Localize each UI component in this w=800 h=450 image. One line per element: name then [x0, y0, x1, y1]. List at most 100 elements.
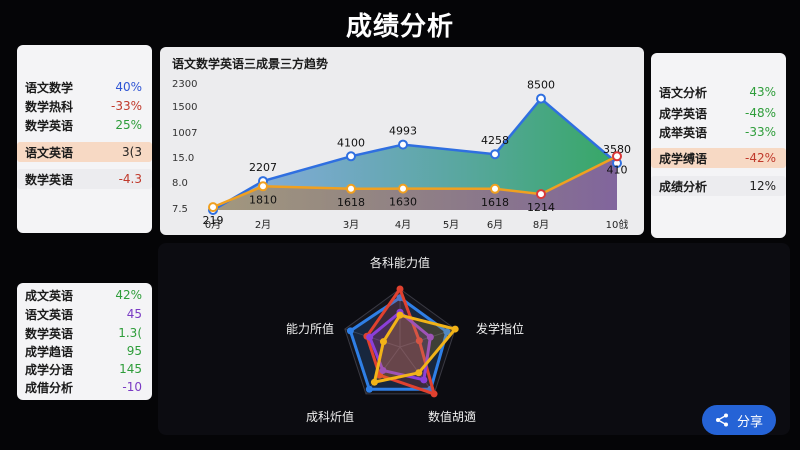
stat-value: 12%: [749, 179, 776, 193]
data-point: [346, 151, 356, 162]
trend-chart-panel: 语文数学英语三成景三方趋势 2300 1500 1007 15.0 8.0 7.5 0月 2月…: [160, 47, 644, 235]
data-label: 1618: [337, 196, 365, 209]
stat-row: 成借分析 -10: [17, 377, 152, 397]
stat-value: 95: [126, 344, 142, 358]
data-label: 410: [607, 163, 628, 176]
radar-panel: 各科能力值 发学指位 数值胡適 成科炘值 能力所值: [158, 243, 790, 435]
data-label: 2207: [249, 161, 277, 174]
stat-row: 语文英语 3(3: [17, 142, 152, 162]
stat-label: 语文英语: [25, 145, 74, 160]
stat-label: 成学分语: [25, 362, 74, 377]
data-point: [398, 183, 408, 194]
x-tick-label: 8月: [533, 219, 549, 231]
radar-axis-label: 各科能力值: [370, 255, 430, 270]
stat-row: 成学缚语 -42%: [651, 148, 786, 168]
bottom-stats-panel: 成文英语 42% 语文英语 45 数学英语 1.3(成学趋语 95 成学分语 145 成借分析 -1…: [17, 283, 152, 400]
series-area: [213, 98, 617, 210]
stat-label: 语文英语: [25, 307, 74, 322]
data-label: 1810: [249, 193, 277, 206]
stat-value: -4.3: [118, 172, 142, 186]
stat-row: 成绩分析 12%: [651, 176, 786, 196]
stat-row: 数学英语 1.3(: [17, 323, 152, 343]
stat-label: 语文分析: [659, 85, 708, 100]
share-button[interactable]: 分享: [702, 405, 776, 435]
left-stats-panel: 语文数学 40% 数学热科 -33% 数学英语 25% 语文英语 3(3 数学英语 -4.3: [17, 45, 152, 233]
radar-point: [415, 369, 423, 377]
stat-value: 145: [119, 362, 142, 376]
y-tick-label: 7.5: [172, 204, 188, 215]
x-tick-label: 6月: [487, 219, 503, 231]
stat-value: 42%: [115, 288, 142, 302]
stat-row: 成学趋语 95: [17, 341, 152, 361]
page-title: 成绩分析: [345, 12, 454, 42]
radar-point: [396, 285, 404, 293]
stat-value: 3(3: [122, 145, 142, 159]
chart-title: 语文数学英语三成景三方趋势: [172, 57, 329, 71]
data-label: 4993: [389, 125, 417, 138]
stat-label: 数学英语: [25, 326, 74, 341]
stat-row: 成学英语 -48%: [651, 103, 786, 123]
data-label: 4100: [337, 136, 365, 149]
stat-row: 数学英语 -4.3: [17, 169, 152, 189]
y-tick-label: 15.0: [172, 153, 194, 164]
stat-value: -42%: [744, 151, 776, 165]
x-tick-label: 0月: [205, 219, 221, 231]
data-point: [536, 189, 546, 200]
data-label: 1630: [389, 196, 417, 209]
stat-row: 语文数学 40%: [17, 77, 152, 97]
trend-chart: 2300 1500 1007 15.0 8.0 7.5 0月 2月 3月 4月 5月 6月 8月 10戗 2…: [172, 79, 631, 231]
x-tick-label: 2月: [255, 219, 271, 231]
stat-row: 成学分语 145: [17, 359, 152, 379]
stat-value: -33%: [744, 125, 776, 139]
y-tick-label: 1007: [172, 128, 197, 139]
stat-value: -10: [122, 380, 142, 394]
data-label: 3580: [603, 143, 631, 156]
stat-label: 数学英语: [25, 118, 74, 133]
radar-axis-label: 能力所值: [286, 321, 334, 336]
radar-point: [379, 338, 387, 346]
radar-axis-label: 成科炘值: [306, 409, 354, 424]
stat-label: 语文数学: [25, 80, 74, 95]
stat-value: 43%: [749, 85, 776, 99]
radar-point: [426, 333, 434, 341]
stat-row: 数学热科 -33%: [17, 96, 152, 116]
data-label: 219: [203, 214, 224, 227]
stat-label: 数学英语: [25, 172, 74, 187]
stat-label: 成绩分析: [659, 179, 708, 194]
data-point: [490, 183, 500, 194]
stat-label: 成学英语: [659, 106, 708, 121]
radar-point: [415, 337, 423, 345]
radar-point: [420, 376, 428, 384]
y-tick-label: 2300: [172, 79, 197, 90]
radar-point: [366, 333, 374, 341]
data-label: 4258: [481, 134, 509, 147]
radar-axis-label: 数值胡適: [428, 409, 476, 424]
data-point: [536, 93, 546, 104]
data-label: 8500: [527, 79, 555, 92]
y-tick-label: 1500: [172, 102, 197, 113]
share-label: 分享: [736, 414, 763, 430]
radar-point: [430, 390, 438, 398]
x-tick-label: 5月: [443, 219, 459, 231]
share-icon: [715, 413, 728, 427]
stat-row: 语文分析 43%: [651, 82, 786, 102]
stat-value: 1.3(: [118, 326, 142, 340]
radar-series: [372, 313, 458, 385]
data-point: [398, 139, 408, 150]
series-area: [213, 156, 617, 210]
y-tick-label: 8.0: [172, 178, 188, 189]
stat-value: 25%: [115, 118, 142, 132]
stat-value: 45: [126, 307, 142, 321]
stat-row: 数学英语 25%: [17, 115, 152, 135]
radar-point: [396, 311, 404, 319]
radar-point: [379, 366, 387, 374]
data-point: [612, 151, 622, 162]
x-tick-label: 10戗: [606, 218, 629, 231]
data-point: [208, 202, 218, 213]
stat-label: 数学热科: [25, 99, 74, 114]
right-stats-panel: 语文分析 43% 成学英语 -48% 成举英语 -33% 成学缚语 -42% 成绩分析 12%: [651, 53, 786, 238]
stat-value: 40%: [115, 80, 142, 94]
radar-point: [370, 378, 378, 386]
radar-point: [451, 325, 459, 333]
